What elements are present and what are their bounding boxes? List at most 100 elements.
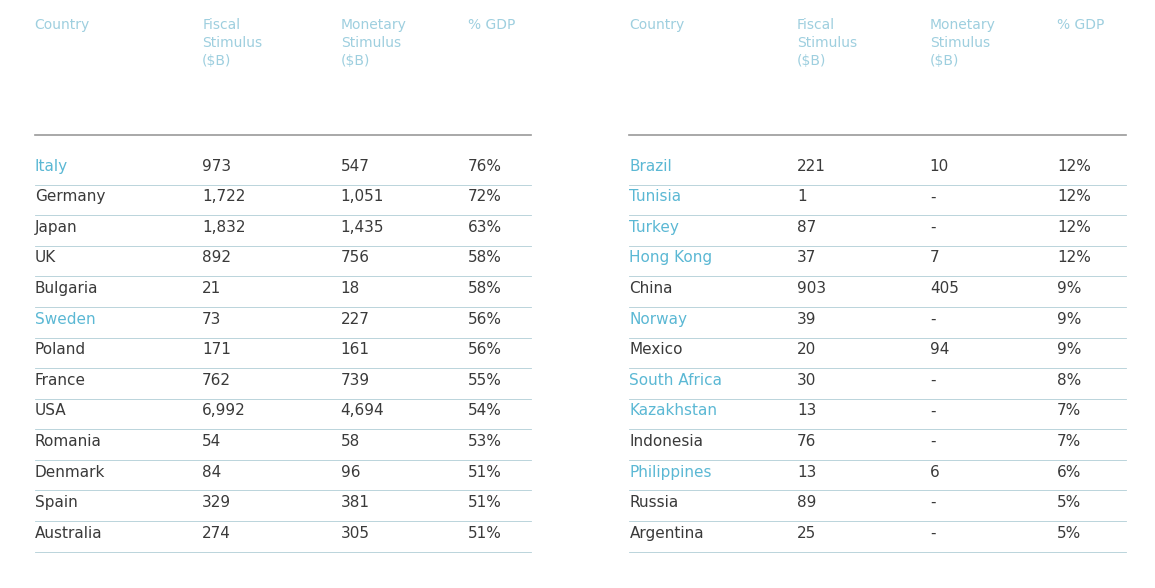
Text: 739: 739 xyxy=(341,373,370,388)
Text: 756: 756 xyxy=(341,250,370,266)
Text: -: - xyxy=(930,312,936,327)
Text: -: - xyxy=(930,189,936,205)
Text: 13: 13 xyxy=(797,403,817,419)
Text: 12%: 12% xyxy=(1057,189,1090,205)
Text: 6: 6 xyxy=(930,465,939,480)
Text: Denmark: Denmark xyxy=(35,465,105,480)
Text: 1,722: 1,722 xyxy=(202,189,246,205)
Text: 12%: 12% xyxy=(1057,159,1090,174)
Text: 63%: 63% xyxy=(468,220,502,235)
Text: Russia: Russia xyxy=(629,495,679,510)
Text: 547: 547 xyxy=(341,159,370,174)
Text: 892: 892 xyxy=(202,250,231,266)
Text: 51%: 51% xyxy=(468,526,501,541)
Text: Tunisia: Tunisia xyxy=(629,189,681,205)
Text: 56%: 56% xyxy=(468,312,501,327)
Text: 5%: 5% xyxy=(1057,495,1081,510)
Text: 9%: 9% xyxy=(1057,342,1081,358)
Text: Country: Country xyxy=(35,18,90,32)
Text: Fiscal
Stimulus
($B): Fiscal Stimulus ($B) xyxy=(797,18,857,68)
Text: 54: 54 xyxy=(202,434,222,449)
Text: % GDP: % GDP xyxy=(1057,18,1104,32)
Text: Monetary
Stimulus
($B): Monetary Stimulus ($B) xyxy=(930,18,996,68)
Text: 58%: 58% xyxy=(468,281,501,296)
Text: Poland: Poland xyxy=(35,342,85,358)
Text: 10: 10 xyxy=(930,159,949,174)
Text: 8%: 8% xyxy=(1057,373,1081,388)
Text: 13: 13 xyxy=(797,465,817,480)
Text: Romania: Romania xyxy=(35,434,102,449)
Text: -: - xyxy=(930,373,936,388)
Text: South Africa: South Africa xyxy=(629,373,723,388)
Text: 305: 305 xyxy=(341,526,370,541)
Text: 6%: 6% xyxy=(1057,465,1081,480)
Text: 227: 227 xyxy=(341,312,370,327)
Text: 9%: 9% xyxy=(1057,312,1081,327)
Text: Spain: Spain xyxy=(35,495,77,510)
Text: 12%: 12% xyxy=(1057,250,1090,266)
Text: 51%: 51% xyxy=(468,495,501,510)
Text: 274: 274 xyxy=(202,526,231,541)
Text: 76%: 76% xyxy=(468,159,501,174)
Text: 25: 25 xyxy=(797,526,817,541)
Text: 96: 96 xyxy=(341,465,360,480)
Text: 73: 73 xyxy=(202,312,222,327)
Text: -: - xyxy=(930,526,936,541)
Text: Kazakhstan: Kazakhstan xyxy=(629,403,717,419)
Text: 171: 171 xyxy=(202,342,231,358)
Text: 18: 18 xyxy=(341,281,360,296)
Text: 1,832: 1,832 xyxy=(202,220,246,235)
Text: Monetary
Stimulus
($B): Monetary Stimulus ($B) xyxy=(341,18,407,68)
Text: 903: 903 xyxy=(797,281,826,296)
Text: 51%: 51% xyxy=(468,465,501,480)
Text: 7%: 7% xyxy=(1057,403,1081,419)
Text: 405: 405 xyxy=(930,281,959,296)
Text: 12%: 12% xyxy=(1057,220,1090,235)
Text: -: - xyxy=(930,403,936,419)
Text: 39: 39 xyxy=(797,312,817,327)
Text: Germany: Germany xyxy=(35,189,105,205)
Text: Japan: Japan xyxy=(35,220,77,235)
Text: Hong Kong: Hong Kong xyxy=(629,250,713,266)
Text: Argentina: Argentina xyxy=(629,526,705,541)
Text: 89: 89 xyxy=(797,495,817,510)
Text: 58%: 58% xyxy=(468,250,501,266)
Text: 381: 381 xyxy=(341,495,370,510)
Text: Bulgaria: Bulgaria xyxy=(35,281,98,296)
Text: Sweden: Sweden xyxy=(35,312,95,327)
Text: Brazil: Brazil xyxy=(629,159,672,174)
Text: 1: 1 xyxy=(797,189,806,205)
Text: China: China xyxy=(629,281,673,296)
Text: 37: 37 xyxy=(797,250,817,266)
Text: 973: 973 xyxy=(202,159,231,174)
Text: 54%: 54% xyxy=(468,403,501,419)
Text: 7%: 7% xyxy=(1057,434,1081,449)
Text: 7: 7 xyxy=(930,250,939,266)
Text: Fiscal
Stimulus
($B): Fiscal Stimulus ($B) xyxy=(202,18,262,68)
Text: Norway: Norway xyxy=(629,312,687,327)
Text: 221: 221 xyxy=(797,159,826,174)
Text: 53%: 53% xyxy=(468,434,501,449)
Text: 20: 20 xyxy=(797,342,817,358)
Text: 4,694: 4,694 xyxy=(341,403,385,419)
Text: Country: Country xyxy=(629,18,685,32)
Text: 87: 87 xyxy=(797,220,817,235)
Text: -: - xyxy=(930,220,936,235)
Text: -: - xyxy=(930,495,936,510)
Text: UK: UK xyxy=(35,250,55,266)
Text: Turkey: Turkey xyxy=(629,220,679,235)
Text: 1,435: 1,435 xyxy=(341,220,385,235)
Text: 5%: 5% xyxy=(1057,526,1081,541)
Text: Italy: Italy xyxy=(35,159,68,174)
Text: 762: 762 xyxy=(202,373,231,388)
Text: 1,051: 1,051 xyxy=(341,189,385,205)
Text: 94: 94 xyxy=(930,342,949,358)
Text: 21: 21 xyxy=(202,281,222,296)
Text: 55%: 55% xyxy=(468,373,501,388)
Text: -: - xyxy=(930,434,936,449)
Text: 9%: 9% xyxy=(1057,281,1081,296)
Text: 72%: 72% xyxy=(468,189,501,205)
Text: Mexico: Mexico xyxy=(629,342,683,358)
Text: France: France xyxy=(35,373,85,388)
Text: % GDP: % GDP xyxy=(468,18,515,32)
